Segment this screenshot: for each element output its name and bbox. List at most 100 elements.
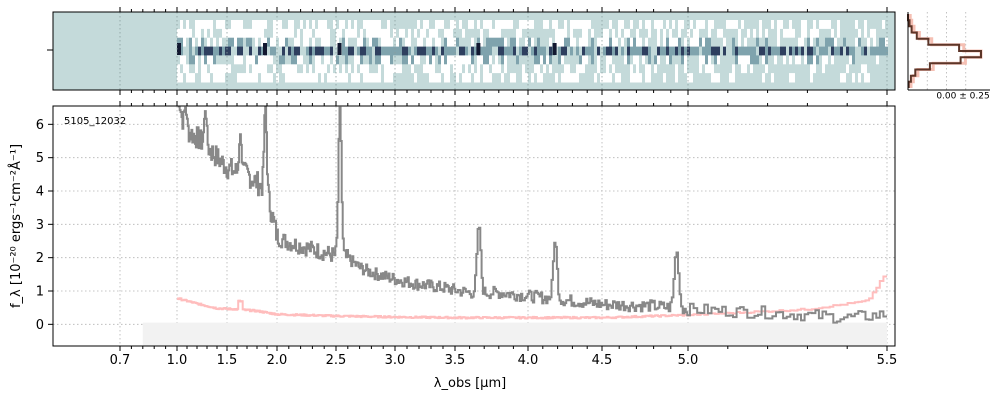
spectrum-2d-cell (354, 28, 357, 39)
spectrum-2d-cell (243, 73, 246, 83)
spectrum-2d-cell (180, 55, 183, 65)
spectrum-2d-cell (762, 64, 765, 74)
spectrum-2d-cell (762, 28, 765, 39)
spectrum-2d-cell (210, 37, 213, 48)
spectrum-2d-cell (843, 64, 846, 74)
spectrum-2d-cell (783, 73, 786, 83)
spectrum-2d-cell (573, 73, 576, 83)
spectrum-2d-cell (483, 37, 486, 48)
spectrum-2d-cell (852, 46, 855, 56)
spectrum-2d-cell (417, 37, 420, 48)
spectrum-2d-cell (501, 37, 504, 48)
spectrum-2d-cell (471, 28, 474, 39)
spectrum-2d-cell (450, 64, 453, 74)
spectrum-2d-cell (831, 46, 834, 56)
spectrum-2d-cell (429, 46, 432, 56)
spectrum-2d-cells (177, 20, 888, 83)
spectrum-2d-cell (810, 20, 813, 30)
spectrum-2d-cell (393, 73, 396, 83)
spectrum-2d-cell (729, 73, 732, 83)
spectrum-2d-cell (402, 20, 405, 30)
spectrum-2d-cell (780, 28, 783, 39)
spectrum-2d-cell (690, 20, 693, 30)
spectrum-2d-cell (234, 37, 237, 48)
spectrum-2d-cell (651, 46, 654, 56)
spectrum-2d-cell (438, 73, 441, 83)
spectrum-2d-cell (255, 55, 258, 65)
spectrum-2d-cell (282, 73, 285, 83)
spectrum-2d-cell (651, 55, 654, 65)
spectrum-2d-cell (738, 46, 741, 56)
spectrum-2d-cell (300, 37, 303, 48)
spectrum-2d-cell (252, 28, 255, 39)
profile-annotation: 0.00 ± 0.25 (936, 92, 989, 102)
spectrum-2d-cell (723, 73, 726, 83)
spectrum-2d-cell (618, 37, 621, 48)
spectrum-2d-cell (234, 73, 237, 83)
spectrum-2d-cell (855, 64, 858, 74)
spectrum-2d-cell (816, 55, 819, 65)
spectrum-2d-cell (315, 64, 318, 74)
spectrum-2d-cell (216, 37, 219, 48)
spectrum-2d-cell (333, 20, 336, 30)
spectrum-2d-cell (612, 37, 615, 48)
spectrum-2d-cell (876, 37, 879, 48)
spectrum-2d-cell (762, 37, 765, 48)
spectrum-2d-cell (378, 37, 381, 48)
spectrum-2d-cell (594, 28, 597, 39)
spectrum-2d-cell (420, 37, 423, 48)
spectrum-2d-cell (723, 64, 726, 74)
spectrum-2d-cell (474, 37, 477, 48)
spectrum-2d-cell (759, 55, 762, 65)
spectrum-2d-cell (741, 28, 744, 39)
spectrum-2d-cell (855, 55, 858, 65)
spectrum-2d-cell (480, 73, 483, 83)
spectrum-2d-cell (699, 37, 702, 48)
spectrum-2d-cell (519, 28, 522, 39)
spectrum-2d-cell (627, 46, 630, 56)
spectrum-2d-cell (717, 28, 720, 39)
spectrum-2d-cell (687, 28, 690, 39)
spectrum-2d-cell (684, 28, 687, 39)
spectrum-2d-cell (657, 55, 660, 65)
spectrum-2d-cell (345, 64, 348, 74)
spectrum-2d-cell (861, 64, 864, 74)
spectrum-2d-cell (300, 64, 303, 74)
spectrum-2d-cell (654, 73, 657, 83)
spectrum-2d-cell (612, 46, 615, 56)
spectrum-2d-cell (267, 37, 270, 48)
spectrum-2d-cell (693, 37, 696, 48)
spectrum-2d-cell (639, 28, 642, 39)
spectrum-2d-cell (690, 28, 693, 39)
spectrum-2d-cell (708, 46, 711, 56)
spectrum-2d-cell (708, 55, 711, 65)
spectrum-2d-cell (312, 20, 315, 30)
spectrum-2d-cell (801, 46, 804, 56)
spectrum-2d-cell (774, 28, 777, 39)
spectrum-2d-cell (279, 46, 282, 56)
spectrum-2d-cell (876, 20, 879, 30)
spectrum-2d-cell (795, 46, 798, 56)
spectrum-2d-cell (645, 46, 648, 56)
spectrum-2d-cell (600, 64, 603, 74)
spectrum-2d-cell (234, 64, 237, 74)
spectrum-2d-cell (240, 37, 243, 48)
spectrum-2d-cell (186, 73, 189, 83)
spectrum-2d-cell (417, 28, 420, 39)
spectrum-2d-cell (591, 46, 594, 56)
spectrum-2d-feature (177, 43, 181, 55)
spectrum-2d-cell (663, 46, 666, 56)
spectrum-2d-cell (633, 20, 636, 30)
spectrum-2d-cell (555, 64, 558, 74)
spectrum-2d-cell (633, 46, 636, 56)
spectrum-2d-cell (660, 55, 663, 65)
spectrum-2d-cell (246, 73, 249, 83)
spectrum-2d-cell (312, 64, 315, 74)
spectrum-2d-cell (642, 73, 645, 83)
spectrum-2d-cell (819, 55, 822, 65)
spectrum-2d-cell (285, 55, 288, 65)
spectrum-2d-cell (525, 73, 528, 83)
spectrum-2d-cell (594, 37, 597, 48)
spectrum-2d-cell (222, 55, 225, 65)
